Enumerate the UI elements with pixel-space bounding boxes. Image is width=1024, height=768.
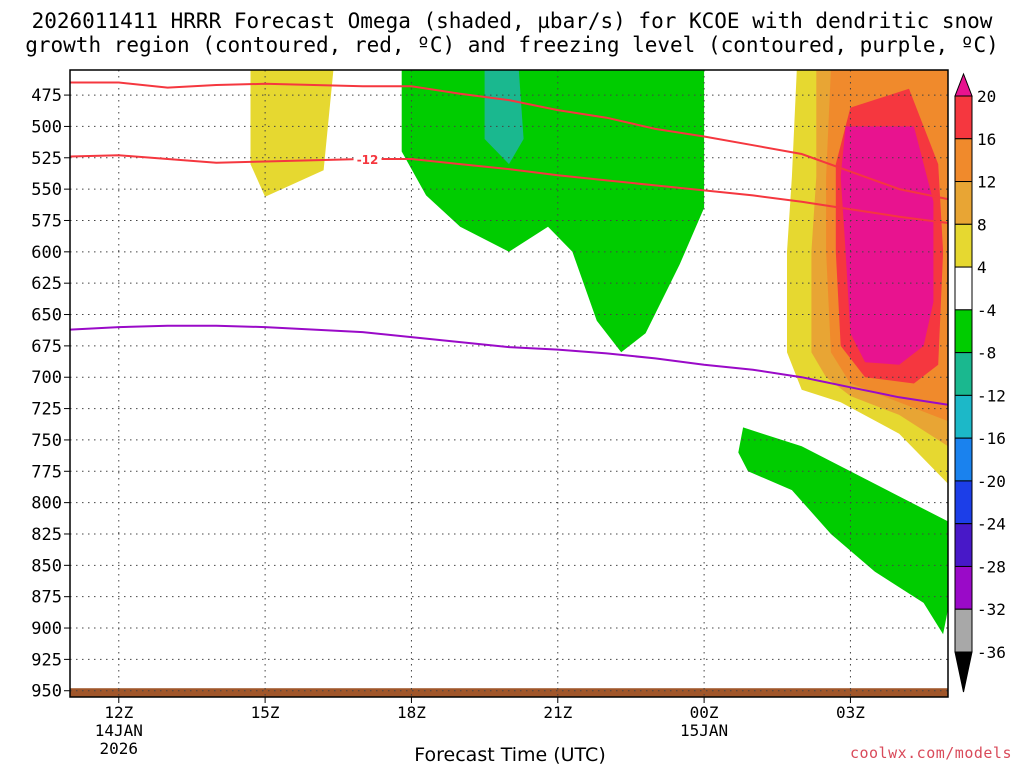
- shaded-omega-layer: [70, 70, 948, 697]
- x-tick-label-21z: 21Z: [543, 703, 572, 722]
- y-tick-label-500: 500: [31, 117, 62, 137]
- colorbar-band-9: [954, 437, 973, 482]
- colorbar-label-20: -20: [977, 472, 1006, 491]
- terrain-strip: [70, 688, 948, 697]
- x-tick-date-14jan: 14JAN: [95, 721, 143, 740]
- colorbar-band-12: [954, 565, 973, 610]
- x-axis-title: Forecast Time (UTC): [414, 744, 606, 766]
- colorbar-label-8: 8: [977, 215, 987, 234]
- y-tick-label-725: 725: [31, 400, 62, 420]
- x-tick-year-2026: 2026: [100, 739, 139, 758]
- y-tick-label-900: 900: [31, 619, 62, 639]
- colorbar-band-1: [954, 95, 973, 140]
- axes-layer: 475 500 525 550 575 600 625 650 675 700 725 750 775 8…: [31, 69, 949, 758]
- x-tick-label-12z: 12Z: [104, 703, 133, 722]
- y-tick-label-525: 525: [31, 149, 62, 169]
- shaded-omega-8-to-12: [484, 70, 524, 165]
- colorbar-band-3: [954, 181, 973, 225]
- contour-16: [70, 154, 948, 224]
- colorbar-band-2: [954, 138, 973, 183]
- x-tick-label-00z: 00Z: [690, 703, 719, 722]
- colorbar-label-36: -36: [977, 643, 1006, 662]
- y-tick-label-825: 825: [31, 525, 62, 545]
- colorbar-label-12: 12: [977, 173, 996, 192]
- shaded-omega-4-to-8: [401, 70, 705, 353]
- colorbar: 20 16 12 8 4 -4 -8 -12 -16 -20 -24 -28 -32 -36: [954, 72, 1006, 693]
- contour-label-bg: [353, 151, 382, 167]
- colorbar-band-8: [954, 394, 973, 439]
- colorbar-label-20: 20: [977, 87, 996, 106]
- x-tick-label-15z: 15Z: [251, 703, 280, 722]
- y-tick-label-850: 850: [31, 556, 62, 576]
- colorbar-label-4: 4: [977, 258, 987, 277]
- contour-freezing-level: [70, 324, 948, 406]
- y-tick-label-875: 875: [31, 588, 62, 608]
- y-tick-label-775: 775: [31, 462, 62, 482]
- colorbar-band-7: [954, 352, 973, 396]
- contour-label: -12: [357, 153, 379, 167]
- y-tick-label-650: 650: [31, 306, 62, 326]
- colorbar-label-12: -12: [977, 386, 1006, 405]
- colorbar-band-5: [954, 266, 973, 311]
- x-tick-label-03z: 03Z: [836, 703, 865, 722]
- colorbar-label-16: 16: [977, 130, 996, 149]
- y-tick-label-800: 800: [31, 494, 62, 514]
- y-tick-label-600: 600: [31, 243, 62, 263]
- colorbar-label-8: -8: [977, 344, 996, 363]
- colorbar-label-32: -32: [977, 600, 1006, 619]
- shaded-omega-4-to-8: [250, 70, 334, 197]
- colorbar-label-24: -24: [977, 515, 1006, 534]
- colorbar-band-10: [954, 480, 973, 525]
- shaded-omega-above-20-east: [840, 126, 934, 365]
- x-tick-label-18z: 18Z: [397, 703, 426, 722]
- y-tick-label-675: 675: [31, 337, 62, 357]
- colorbar-band-4: [954, 223, 973, 268]
- colorbar-label-16: -16: [977, 429, 1006, 448]
- colorbar-band-6: [954, 309, 973, 354]
- colorbar-bottom-arrow: [954, 651, 973, 693]
- y-tick-label-575: 575: [31, 211, 62, 231]
- contour-layer: -12: [70, 81, 948, 406]
- plot-frame: [69, 69, 949, 698]
- y-tick-label-550: 550: [31, 180, 62, 200]
- y-tick-label-925: 925: [31, 650, 62, 670]
- colorbar-label-28: -28: [977, 558, 1006, 577]
- credit-text: coolwx.com/models: [849, 744, 1012, 762]
- chart-title-line-2: growth region (contoured, red, ºC) and f…: [25, 33, 999, 57]
- y-tick-label-475: 475: [31, 86, 62, 106]
- shaded-omega-4-to-8-low: [738, 427, 948, 635]
- y-tick-label-950: 950: [31, 682, 62, 702]
- colorbar-band-11: [954, 523, 973, 567]
- grid-layer: [70, 70, 948, 697]
- y-tick-label-625: 625: [31, 274, 62, 294]
- chart-title-line-1: 2026011411 HRRR Forecast Omega (shaded, …: [31, 9, 993, 33]
- colorbar-top-arrow: [954, 72, 973, 97]
- contour-12: [70, 81, 948, 201]
- y-tick-label-700: 700: [31, 368, 62, 388]
- colorbar-band-13: [954, 608, 973, 653]
- x-tick-date-15jan: 15JAN: [680, 721, 728, 740]
- y-tick-label-750: 750: [31, 431, 62, 451]
- colorbar-label-4: -4: [977, 301, 996, 320]
